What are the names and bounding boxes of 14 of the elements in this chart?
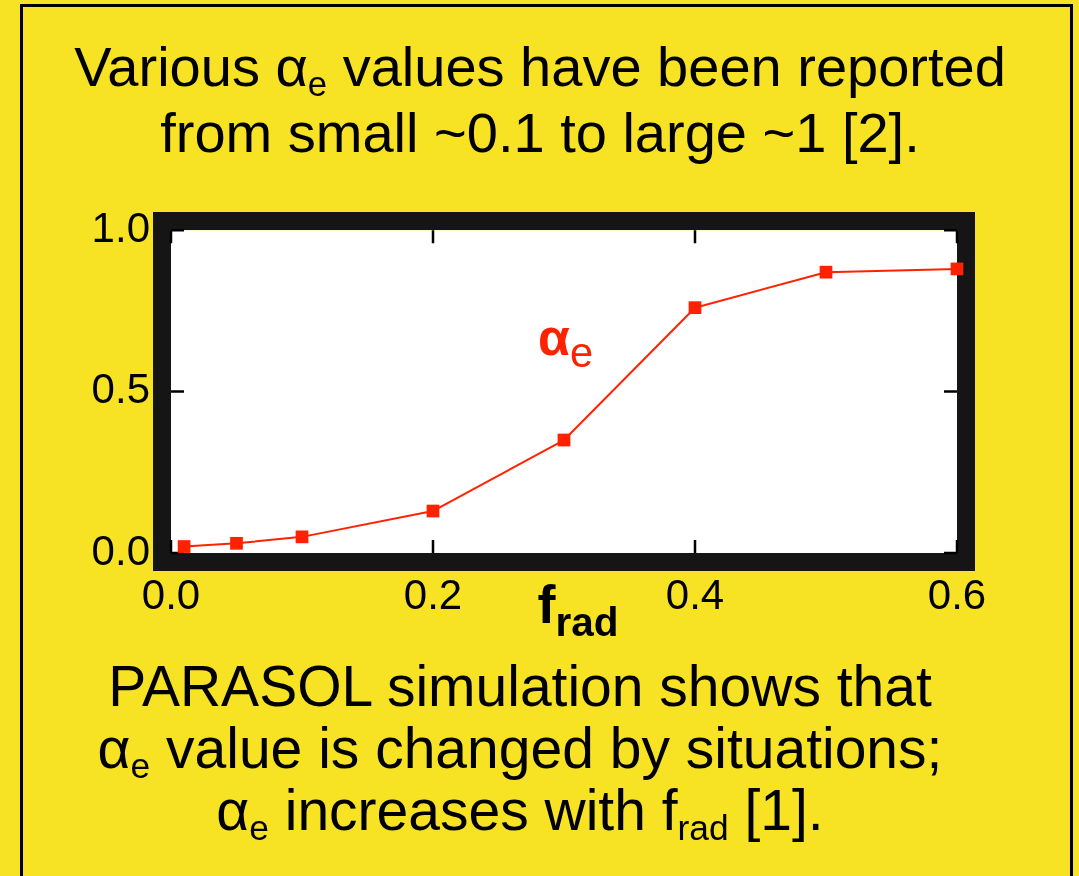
x-tick-label: 0.2 xyxy=(403,570,463,618)
chart-title: Various α$_{e}$ values have been reported from small ~0.1 to large ~1 [2]. xyxy=(73,34,1007,166)
x-tick-label: 0.6 xyxy=(927,570,987,618)
point xyxy=(819,265,833,279)
point xyxy=(230,536,243,550)
y-tick-label: 0.5 xyxy=(91,365,150,413)
series-label: α$_{e}$ xyxy=(538,307,594,377)
y-tick-label: 1.0 xyxy=(91,203,150,251)
point xyxy=(295,530,309,544)
point xyxy=(177,540,191,553)
text: PARASOL simulation shows that α$_{e}$ value is changed by situations; α$_{e}$ increases with f$_{rad}$ [1]. xyxy=(97,654,943,847)
point xyxy=(688,301,702,315)
x-axis-title: f$_{rad}$ xyxy=(537,574,619,645)
x-tick-label: 0.4 xyxy=(665,570,725,618)
